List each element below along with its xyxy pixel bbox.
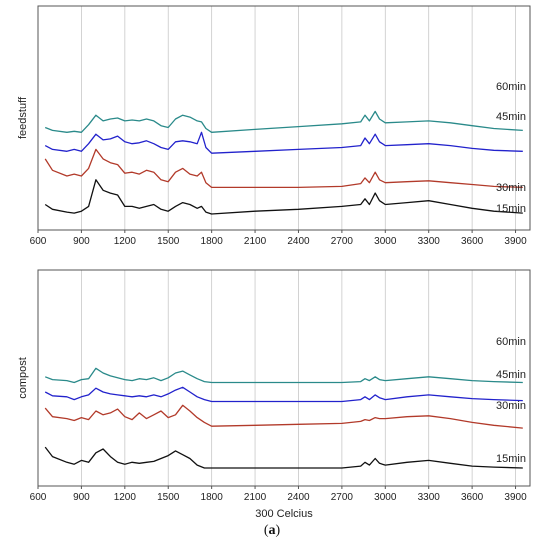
figure-caption: (a) [264, 523, 281, 538]
x-tick-label-1500: 1500 [157, 492, 180, 503]
series-line-30min [44, 404, 523, 429]
series-line-30min [44, 148, 523, 189]
x-tick-label-3000: 3000 [374, 236, 397, 247]
x-axis-label: 300 Celcius [255, 508, 313, 520]
x-tick-label-2400: 2400 [287, 236, 310, 247]
feedstuff-panel: 60min 45min 30min 15min 600 900 1200 1500 1800 21… [17, 5, 531, 247]
series-line-45min [44, 131, 523, 154]
series-label-45min: 45min [496, 369, 526, 381]
x-tick-label-2100: 2100 [244, 236, 267, 247]
x-tick-label-2700: 2700 [331, 236, 354, 247]
series-line-60min [44, 110, 523, 133]
x-tick-label-3600: 3600 [461, 492, 484, 503]
series-label-15min: 15min [496, 203, 526, 215]
x-tick-label-900: 900 [73, 236, 90, 247]
x-tick-label-600: 600 [30, 236, 47, 247]
x-tick-label-3600: 3600 [461, 236, 484, 247]
compost-panel: 60min 45min 30min 15min 600 900 1200 1500 1800 21… [17, 269, 531, 520]
x-tick-label-900: 900 [73, 492, 90, 503]
x-tick-label-600: 600 [30, 492, 47, 503]
x-tick-label-3900: 3900 [504, 236, 527, 247]
x-tick-label-3300: 3300 [418, 236, 441, 247]
plot-frame [37, 5, 531, 231]
x-tick-label-2700: 2700 [331, 492, 354, 503]
x-tick-label-3000: 3000 [374, 492, 397, 503]
y-axis-label: compost [17, 357, 29, 399]
x-tick-label-1200: 1200 [114, 236, 137, 247]
series-label-15min: 15min [496, 453, 526, 465]
x-tick-label-3300: 3300 [418, 492, 441, 503]
x-tick-label-1800: 1800 [201, 236, 224, 247]
series-label-30min: 30min [496, 400, 526, 412]
series-label-30min: 30min [496, 182, 526, 194]
series-line-15min [44, 179, 523, 215]
series-line-45min [44, 386, 523, 403]
x-tick-label-1200: 1200 [114, 492, 137, 503]
x-tick-label-2400: 2400 [287, 492, 310, 503]
x-tick-label-3900: 3900 [504, 492, 527, 503]
x-tick-label-1800: 1800 [201, 492, 224, 503]
series-label-60min: 60min [496, 81, 526, 93]
y-axis-label: feedstuff [17, 96, 29, 139]
series-label-45min: 45min [496, 111, 526, 123]
x-tick-label-2100: 2100 [244, 492, 267, 503]
series-line-15min [44, 446, 523, 469]
x-tick-label-1500: 1500 [157, 236, 180, 247]
plot-frame [37, 269, 531, 487]
series-line-60min [44, 367, 523, 384]
series-label-60min: 60min [496, 336, 526, 348]
